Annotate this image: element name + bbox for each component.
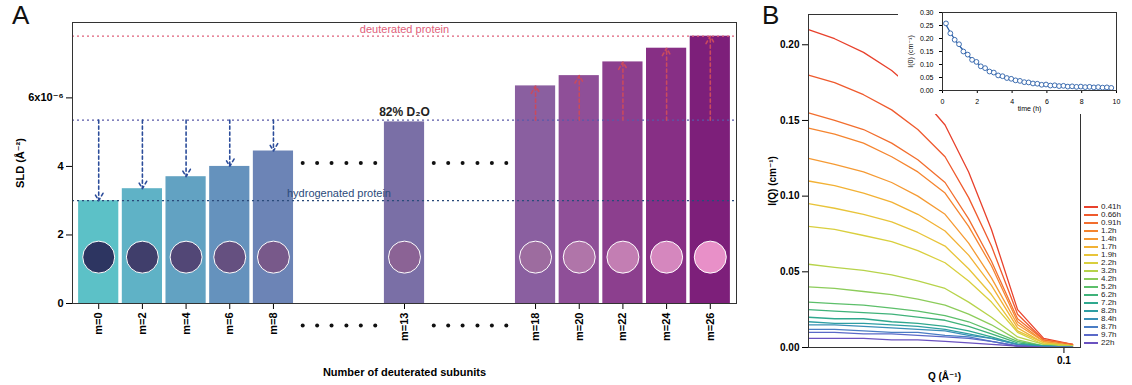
- svg-text:4: 4: [57, 160, 64, 172]
- html-text:A: A: [12, 0, 30, 30]
- svg-text:6x10⁻⁶: 6x10⁻⁶: [28, 91, 63, 103]
- svg-text:0.25: 0.25: [920, 22, 934, 29]
- svg-text:0.05: 0.05: [920, 74, 934, 81]
- svg-text:6: 6: [1045, 98, 1049, 105]
- html-text:2.2h: 2.2h: [1101, 258, 1117, 267]
- svg-text:m=2: m=2: [136, 313, 148, 335]
- html-text:1.2h: 1.2h: [1101, 226, 1117, 235]
- html-text:0.66h: 0.66h: [1101, 210, 1121, 219]
- svg-text:m=24: m=24: [660, 312, 672, 341]
- svg-text:0: 0: [941, 98, 945, 105]
- svg-text:m=0: m=0: [92, 313, 104, 335]
- html-text:8.7h: 8.7h: [1101, 322, 1117, 331]
- html-text:1.4h: 1.4h: [1101, 234, 1117, 243]
- svg-text:hydrogenated protein: hydrogenated protein: [287, 187, 391, 199]
- html-text:7.2h: 7.2h: [1101, 298, 1117, 307]
- svg-text:10: 10: [1113, 98, 1121, 105]
- svg-text:0.20: 0.20: [780, 39, 800, 50]
- svg-text:0.05: 0.05: [780, 266, 800, 277]
- svg-text:2: 2: [975, 98, 979, 105]
- svg-text:m=20: m=20: [573, 313, 585, 341]
- html-text:9.7h: 9.7h: [1101, 330, 1117, 339]
- svg-text:deuterated protein: deuterated protein: [360, 23, 449, 35]
- svg-text:m=8: m=8: [267, 313, 279, 335]
- svg-text:0: 0: [57, 297, 63, 309]
- svg-text:m=4: m=4: [180, 312, 192, 335]
- svg-text:0.10: 0.10: [780, 190, 800, 201]
- svg-text:time (h): time (h): [1018, 105, 1042, 113]
- html-text:B: B: [762, 0, 780, 30]
- svg-text:Number of deuterated subunits: Number of deuterated subunits: [323, 366, 486, 378]
- svg-text:82% D₂O: 82% D₂O: [379, 105, 430, 119]
- svg-text:0.00: 0.00: [780, 342, 800, 353]
- svg-text:2: 2: [57, 228, 63, 240]
- svg-text:I(Q) (cm⁻¹): I(Q) (cm⁻¹): [767, 156, 778, 206]
- html-text:6.2h: 6.2h: [1101, 290, 1117, 299]
- svg-text:4: 4: [1010, 98, 1014, 105]
- svg-text:0.00: 0.00: [920, 87, 934, 94]
- svg-text:0.10: 0.10: [920, 61, 934, 68]
- svg-text:Q (Å⁻¹): Q (Å⁻¹): [928, 370, 961, 382]
- svg-text:m=13: m=13: [398, 313, 410, 341]
- svg-text:I(0) (cm⁻¹): I(0) (cm⁻¹): [907, 35, 915, 67]
- html-text:0.91h: 0.91h: [1101, 218, 1121, 227]
- svg-text:0.15: 0.15: [920, 48, 934, 55]
- svg-text:m=26: m=26: [704, 313, 716, 341]
- html-text:5.2h: 5.2h: [1101, 282, 1117, 291]
- html-text:8.2h: 8.2h: [1101, 306, 1117, 315]
- svg-text:0.15: 0.15: [780, 115, 800, 126]
- svg-text:8: 8: [1080, 98, 1084, 105]
- svg-text:m=6: m=6: [223, 313, 235, 335]
- svg-text:0.1: 0.1: [1057, 355, 1071, 366]
- html-text:3.2h: 3.2h: [1101, 266, 1117, 275]
- svg-text:m=22: m=22: [616, 313, 628, 341]
- html-text:0.41h: 0.41h: [1101, 202, 1121, 211]
- html-text:4.2h: 4.2h: [1101, 274, 1117, 283]
- svg-text:0.30: 0.30: [920, 9, 934, 16]
- html-text:8.4h: 8.4h: [1101, 314, 1117, 323]
- html-text:22h: 22h: [1101, 338, 1115, 347]
- html-text:1.7h: 1.7h: [1101, 242, 1117, 251]
- svg-text:SLD (Å⁻²): SLD (Å⁻²): [14, 138, 26, 188]
- html-text:1.9h: 1.9h: [1101, 250, 1117, 259]
- svg-text:m=18: m=18: [529, 313, 541, 341]
- svg-text:0.20: 0.20: [920, 35, 934, 42]
